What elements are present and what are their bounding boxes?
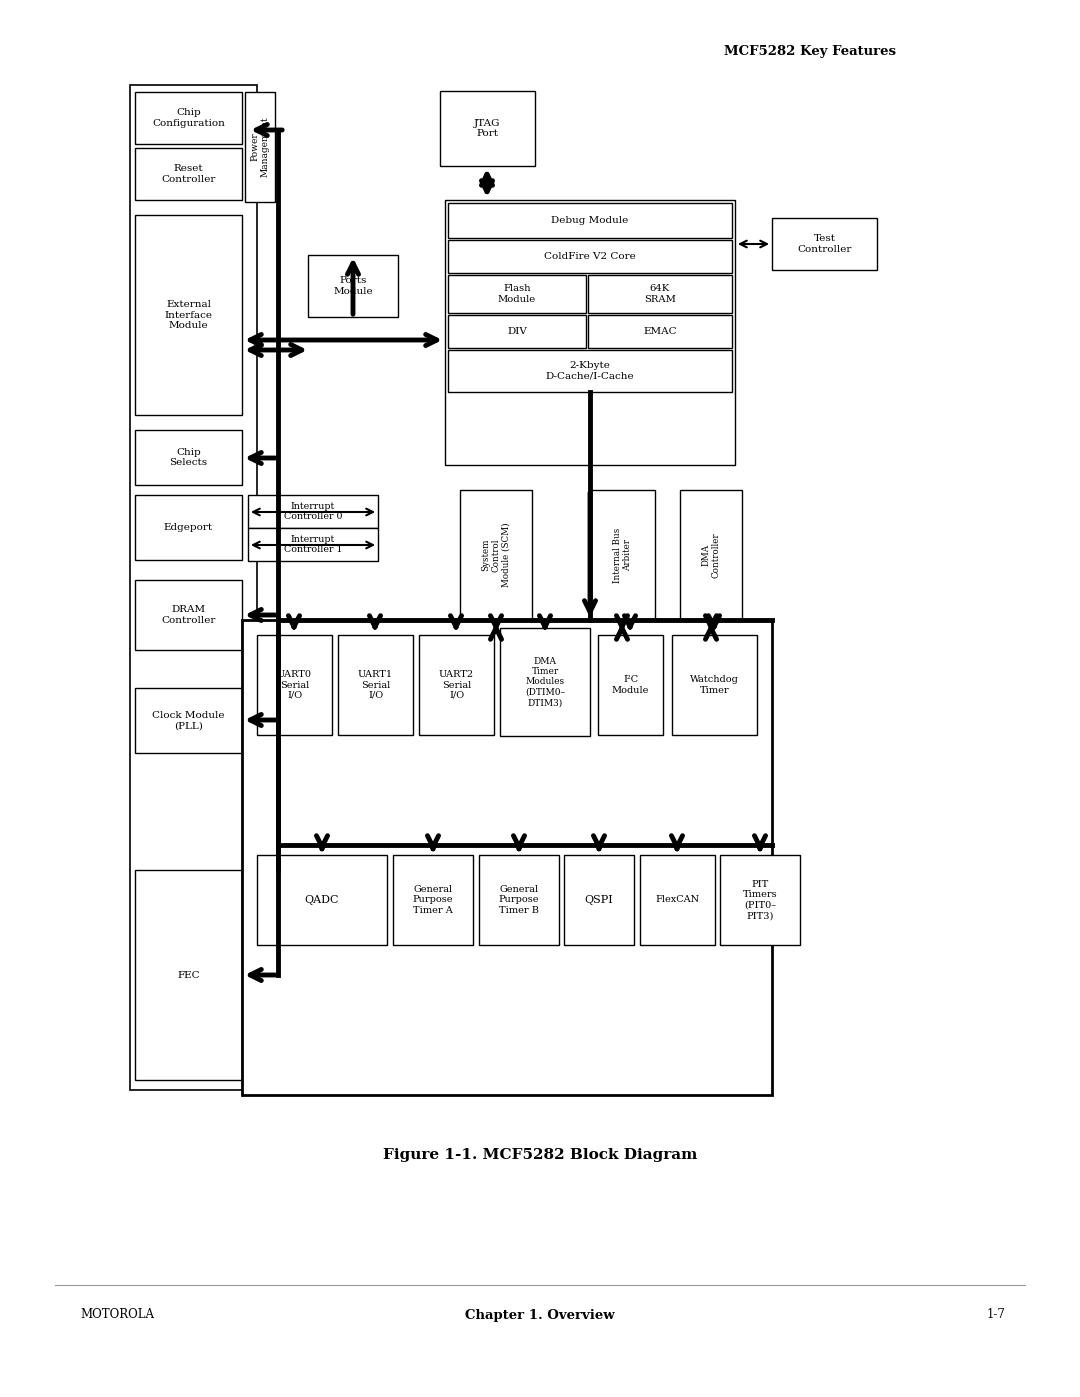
Text: System
Control
Module (SCM): System Control Module (SCM): [481, 522, 511, 587]
Bar: [445, 200, 735, 465]
Text: UART1
Serial
I/O: UART1 Serial I/O: [357, 671, 393, 700]
Text: UART0
Serial
I/O: UART0 Serial I/O: [276, 671, 312, 700]
Bar: [590, 490, 654, 620]
Bar: [257, 636, 332, 735]
Bar: [242, 620, 772, 1095]
Bar: [480, 855, 559, 944]
Text: Clock Module
(PLL): Clock Module (PLL): [152, 711, 225, 731]
Text: General
Purpose
Timer A: General Purpose Timer A: [413, 886, 454, 915]
Bar: [135, 580, 242, 650]
Text: MOTOROLA: MOTOROLA: [80, 1309, 154, 1322]
Bar: [448, 314, 586, 348]
Bar: [448, 351, 732, 393]
Text: Test
Controller: Test Controller: [797, 235, 852, 254]
Text: DMA
Timer
Modules
(DTIM0–
DTIM3): DMA Timer Modules (DTIM0– DTIM3): [525, 657, 565, 707]
Bar: [248, 528, 378, 562]
Bar: [248, 495, 378, 528]
Bar: [672, 636, 757, 735]
Text: Ports
Module: Ports Module: [334, 277, 373, 296]
Bar: [448, 203, 732, 237]
Text: EMAC: EMAC: [644, 327, 677, 337]
Text: Chip
Selects: Chip Selects: [170, 448, 207, 467]
Text: 2-Kbyte
D-Cache/I-Cache: 2-Kbyte D-Cache/I-Cache: [545, 362, 634, 381]
Text: Figure 1-1. MCF5282 Block Diagram: Figure 1-1. MCF5282 Block Diagram: [382, 1148, 698, 1162]
Bar: [680, 490, 742, 620]
Text: JTAG
Port: JTAG Port: [474, 119, 501, 138]
Text: Debug Module: Debug Module: [552, 217, 629, 225]
Bar: [588, 275, 732, 313]
Text: Interrupt
Controller 0: Interrupt Controller 0: [284, 502, 342, 521]
Bar: [135, 495, 242, 560]
Bar: [640, 855, 715, 944]
Text: Power
Management: Power Management: [251, 117, 270, 177]
Text: QADC: QADC: [305, 895, 339, 905]
Bar: [440, 91, 535, 166]
Bar: [135, 687, 242, 753]
Bar: [135, 215, 242, 415]
Bar: [257, 855, 387, 944]
Bar: [135, 430, 242, 485]
Text: Edgeport: Edgeport: [164, 522, 213, 532]
Text: 64K
SRAM: 64K SRAM: [644, 285, 676, 303]
Text: Interrupt
Controller 1: Interrupt Controller 1: [284, 535, 342, 555]
Text: QSPI: QSPI: [584, 895, 613, 905]
Text: Reset
Controller: Reset Controller: [161, 165, 216, 183]
Text: ColdFire V2 Core: ColdFire V2 Core: [544, 251, 636, 261]
Text: External
Interface
Module: External Interface Module: [164, 300, 213, 330]
Text: FEC: FEC: [177, 971, 200, 979]
Bar: [564, 855, 634, 944]
Bar: [448, 240, 732, 272]
Bar: [500, 629, 590, 736]
Text: Chapter 1. Overview: Chapter 1. Overview: [465, 1309, 615, 1322]
Text: Watchdog
Timer: Watchdog Timer: [690, 675, 739, 694]
Bar: [598, 636, 663, 735]
Text: DMA
Controller: DMA Controller: [701, 532, 720, 578]
Bar: [245, 92, 275, 203]
Bar: [135, 870, 242, 1080]
Text: FlexCAN: FlexCAN: [656, 895, 700, 904]
Bar: [308, 256, 399, 317]
Bar: [460, 490, 532, 620]
Bar: [338, 636, 413, 735]
Bar: [419, 636, 494, 735]
Bar: [393, 855, 473, 944]
Bar: [135, 148, 242, 200]
Bar: [448, 275, 586, 313]
Text: MCF5282 Key Features: MCF5282 Key Features: [724, 46, 896, 59]
Text: DIV: DIV: [508, 327, 527, 337]
Bar: [135, 92, 242, 144]
Text: General
Purpose
Timer B: General Purpose Timer B: [499, 886, 539, 915]
Text: DRAM
Controller: DRAM Controller: [161, 605, 216, 624]
Text: Chip
Configuration: Chip Configuration: [152, 109, 225, 127]
Text: I²C
Module: I²C Module: [611, 675, 649, 694]
Text: Internal Bus
Arbiter: Internal Bus Arbiter: [612, 528, 632, 583]
Bar: [588, 314, 732, 348]
Bar: [720, 855, 800, 944]
Bar: [772, 218, 877, 270]
Text: Flash
Module: Flash Module: [498, 285, 536, 303]
Text: UART2
Serial
I/O: UART2 Serial I/O: [438, 671, 474, 700]
Bar: [130, 85, 257, 1090]
Text: 1-7: 1-7: [986, 1309, 1005, 1322]
Text: PIT
Timers
(PIT0–
PIT3): PIT Timers (PIT0– PIT3): [743, 880, 778, 921]
